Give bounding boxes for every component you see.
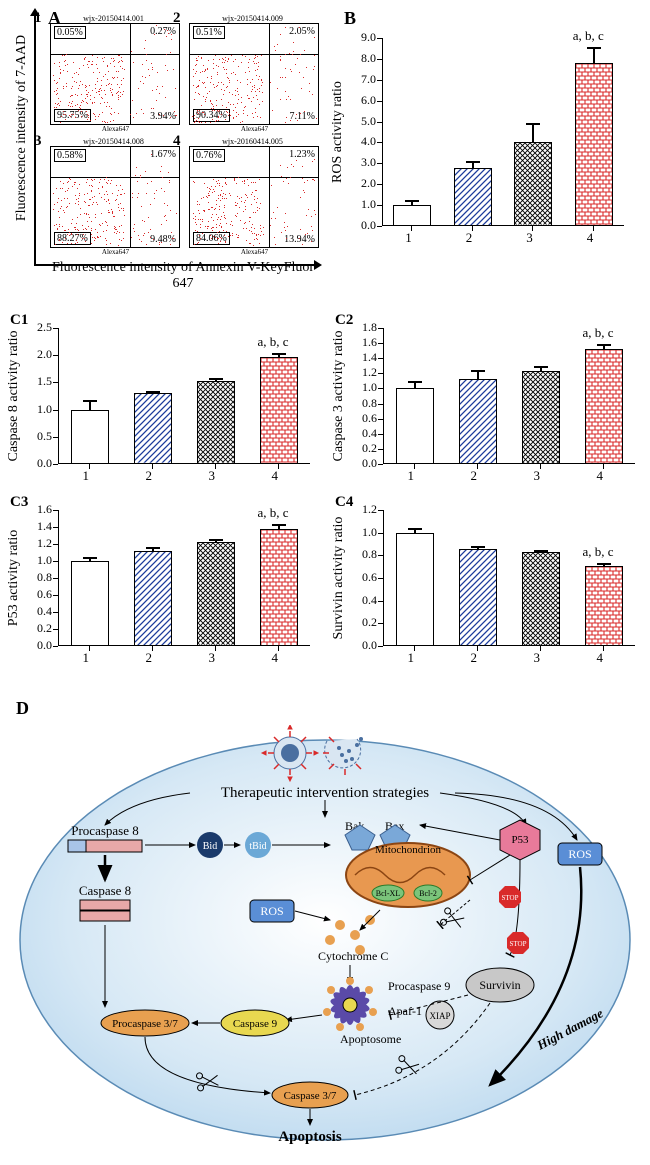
bar-2: [454, 168, 492, 226]
bar-4: [585, 566, 623, 646]
d-ros: ROS: [568, 847, 591, 861]
svg-text:Bid: Bid: [203, 841, 217, 852]
d-procaspase37: Procaspase 3/7: [112, 1018, 178, 1030]
panel-c: 0.0 0.5 1.0 1.5 2.0 2.5C1Caspase 8 activ…: [10, 318, 650, 668]
bar-2: [459, 379, 497, 464]
d-cytc: Cytochrome C: [318, 949, 388, 963]
d-apoptosis: Apoptosis: [278, 1129, 342, 1145]
panel-d: Therapeutic intervention strategies Proc…: [10, 725, 640, 1155]
svg-text:Bcl-2: Bcl-2: [419, 889, 437, 898]
bar-3: [197, 381, 235, 464]
bar-2: [134, 551, 172, 646]
d-title: Therapeutic intervention strategies: [221, 785, 429, 801]
d-apoptosome: Apoptosome: [340, 1032, 401, 1046]
d-procaspase9: Procaspase 9: [388, 979, 450, 993]
svg-text:Bcl-XL: Bcl-XL: [376, 889, 401, 898]
bar-1: [393, 205, 431, 226]
bar-1: [71, 561, 109, 646]
d-survivin: Survivin: [479, 978, 520, 992]
axis-arrow-y: [34, 14, 36, 264]
bar-4: [260, 529, 298, 646]
svg-text:tBid: tBid: [249, 841, 266, 852]
d-caspase8: Caspase 8: [79, 883, 131, 898]
panel-b-label: B: [344, 8, 356, 29]
bar-4: [585, 349, 623, 464]
panel-d-label: D: [16, 698, 650, 719]
bar-1: [396, 388, 434, 464]
bar-3: [522, 552, 560, 646]
bar-3: [514, 142, 552, 226]
panel-a: Fluorescence intensity of 7-AAD A wjx-20…: [10, 10, 320, 292]
d-caspase9: Caspase 9: [233, 1018, 278, 1030]
bar-3: [522, 371, 560, 464]
d-mito: Mitochondrion: [375, 844, 441, 856]
bar-1: [71, 410, 109, 464]
d-procaspase8: Procaspase 8: [71, 823, 139, 838]
bar-1: [396, 533, 434, 646]
d-caspase37: Caspase 3/7: [284, 1090, 337, 1102]
svg-text:STOP: STOP: [502, 894, 519, 902]
svg-text:XIAP: XIAP: [429, 1011, 450, 1021]
bar-4: [260, 357, 298, 464]
svg-text:ROS: ROS: [260, 904, 283, 918]
bar-2: [459, 549, 497, 646]
bar-4: [575, 63, 613, 226]
axis-arrow-x: [34, 264, 316, 266]
bar-2: [134, 393, 172, 464]
d-p53: P53: [511, 834, 529, 846]
svg-text:STOP: STOP: [510, 940, 527, 948]
panel-b: B 0.0 1.0 2.0 3.0 4.0 5.0 6.0 7.0 8.0 9.…: [334, 10, 634, 248]
bar-3: [197, 542, 235, 646]
